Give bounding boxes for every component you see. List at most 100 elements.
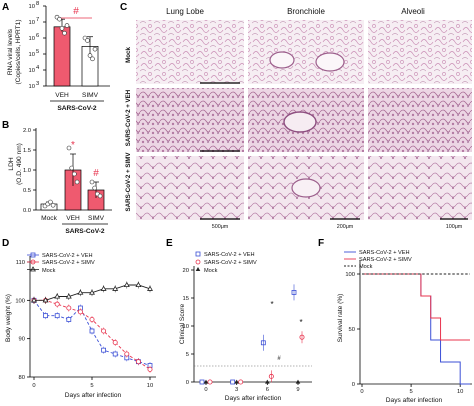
panel-d-point [147, 285, 153, 291]
bronchiole-lumen-veh [283, 111, 317, 133]
panel-d-ytick-label: 80 [19, 375, 25, 381]
panel-a-group-label: SARS-CoV-2 [57, 105, 97, 112]
panel-f-legend-mock: Mock [359, 264, 373, 270]
panel-f-ytick-label: 50 [349, 327, 355, 333]
panel-e-ytick-label: 20 [183, 268, 189, 274]
panel-e-legend-simv: SARS-CoV-2 + SIMV [204, 260, 257, 266]
panel-e-xtick-label: 3 [235, 387, 238, 393]
panel-f-ylabel: Survival rate (%) [337, 294, 344, 343]
panel-a-sig: # [73, 6, 79, 17]
histology-mock-bronchiole [248, 20, 364, 84]
panel-e-sig-hash-day6: # [277, 356, 281, 362]
panel-c-row-mock: Mock [125, 47, 132, 63]
panel-b-ytick-label: 2.0 [23, 128, 31, 134]
panel-d-xlabel: Days after infection [65, 392, 122, 399]
panel-b-sig-star: * [71, 140, 75, 151]
panel-b-point [72, 171, 77, 177]
panel-a-point [64, 23, 70, 28]
panel-a-ytick-exp: 4 [36, 65, 40, 71]
panel-b-ticks: 2.0 1.5 1.0 0.5 0.0 [23, 128, 36, 214]
histology-simv-lung-lobe [136, 156, 244, 220]
panel-e-xtick-label: 0 [204, 387, 207, 393]
panel-f-xtick-label: 0 [360, 389, 363, 395]
panel-e-point [234, 379, 239, 384]
panel-a-ytick-label: 10 [29, 68, 35, 74]
panel-d-point [135, 359, 141, 365]
panel-e-xlabel: Days after infection [225, 395, 282, 402]
panel-d-ytick-label: 110 [16, 260, 25, 266]
panel-e-sig-star-day9: * [299, 318, 302, 327]
scalebar-label-500: 500μm [212, 224, 229, 230]
panel-d-point [77, 309, 83, 315]
panel-d-point [112, 339, 118, 345]
panel-b-ytick-label: 1.5 [23, 148, 31, 154]
panel-b-chart: LDH (O.D. 490 nm) 2.0 1.5 1.0 0.5 0.0 * # Mo… [8, 128, 112, 235]
panel-label-c: C [120, 2, 127, 13]
panel-e-point [295, 379, 301, 384]
panel-a-point [57, 16, 62, 22]
panel-f-legend-veh: SARS-CoV-2 + VEH [359, 250, 410, 256]
panel-a-point [59, 26, 65, 31]
panel-c-header-bronchiole: Bronchiole [287, 7, 325, 16]
panel-d-series-line [34, 299, 151, 370]
histology-veh-alveoli [368, 88, 472, 152]
panel-f-legend-simv: SARS-CoV-2 + SIMV [359, 257, 412, 263]
panel-f-xtick-label: 5 [409, 389, 412, 395]
panel-d-point [100, 285, 107, 291]
panel-a-marks [53, 14, 99, 87]
panel-a-ytick-exp: 6 [36, 33, 39, 39]
scalebar-label-100: 100μm [446, 224, 463, 230]
panel-e-legend-veh-marker [195, 251, 201, 257]
panel-a-chart: RNA viral levels (Copies/cells, HPRT1) 1… [7, 1, 110, 112]
panel-d-point [42, 297, 49, 303]
panel-b-ytick-label: 0.0 [23, 208, 31, 214]
panel-d-point [89, 328, 95, 334]
panel-f-xtick-label: 10 [457, 389, 463, 395]
panel-d-point [54, 313, 60, 319]
bronchiole-lumen-mock-1 [269, 51, 295, 69]
histology-veh-lung-lobe [136, 88, 244, 152]
panel-e-ytick-label: 0 [186, 380, 189, 386]
panel-a-point [85, 38, 90, 43]
panel-b-marks [40, 145, 105, 211]
panel-f-ytick-label: 0 [352, 382, 355, 388]
panel-e-xtick-label: 6 [266, 387, 269, 393]
panel-e-marks [199, 284, 305, 385]
panel-b-point [89, 179, 95, 185]
panel-d-xtick-label: 10 [147, 383, 153, 389]
panel-e-ytick-label: 10 [183, 324, 189, 330]
panel-a-point [87, 53, 93, 58]
panel-label-b: B [2, 120, 9, 131]
panel-a-point [90, 56, 95, 62]
panel-a-ytick-label: 10 [29, 52, 35, 58]
panel-b-point [97, 193, 103, 199]
panel-label-d: D [2, 238, 9, 249]
panel-b-point [92, 185, 97, 191]
panel-f-series-line [362, 273, 470, 341]
panel-d-point [135, 281, 142, 287]
panel-d-point [65, 293, 72, 299]
panel-d-ticks: 110 100 90 80 0 5 10 [15, 260, 153, 389]
panel-f-ticks: 100 50 00 5 10 [345, 272, 463, 395]
panel-a-point [92, 46, 98, 52]
panel-label-e: E [166, 238, 173, 249]
panel-a-ytick-exp: 5 [36, 49, 39, 55]
panel-e-legend-mock-marker [195, 267, 201, 271]
panel-f-xlabel: Days after infection [386, 397, 443, 404]
panel-d-point [101, 347, 106, 353]
panel-b-ytick-label: 0.5 [23, 188, 31, 194]
panel-d-point [147, 366, 153, 372]
panel-a-ytick-label: 10 [29, 20, 35, 26]
panel-d-point [124, 351, 130, 357]
panel-d-point [77, 289, 84, 295]
panel-b-group-label: SARS-CoV-2 [65, 228, 105, 235]
panel-f-series-line [362, 273, 470, 385]
panel-b-ytick-label: 1.0 [23, 168, 31, 174]
panel-a-ytick-label: 10 [29, 4, 35, 10]
panel-c-header-alveoli: Alveoli [401, 7, 425, 16]
panel-e-legend-simv-marker [195, 259, 201, 265]
panel-d-point [123, 281, 130, 287]
panel-e-point [238, 379, 244, 385]
panel-d-point [66, 317, 72, 322]
